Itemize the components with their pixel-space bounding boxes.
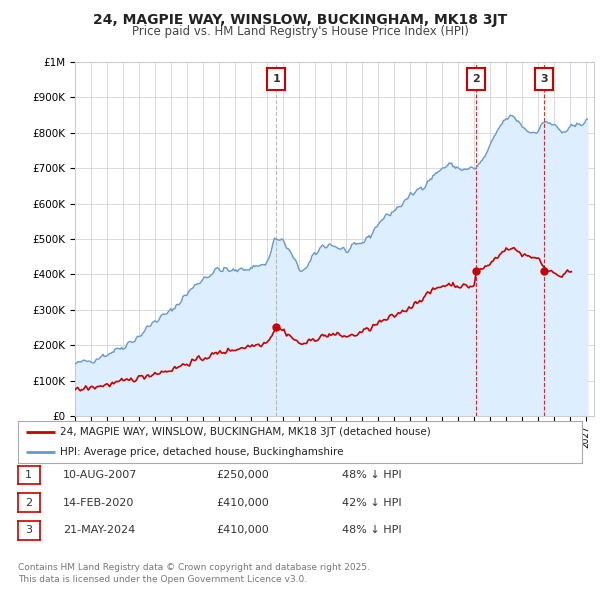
Text: 48% ↓ HPI: 48% ↓ HPI — [342, 470, 401, 480]
Text: £410,000: £410,000 — [216, 526, 269, 535]
Text: 10-AUG-2007: 10-AUG-2007 — [63, 470, 137, 480]
Text: £250,000: £250,000 — [216, 470, 269, 480]
Text: 3: 3 — [25, 526, 32, 535]
Text: 2: 2 — [25, 498, 32, 507]
Text: 42% ↓ HPI: 42% ↓ HPI — [342, 498, 401, 507]
Text: £410,000: £410,000 — [216, 498, 269, 507]
Text: 24, MAGPIE WAY, WINSLOW, BUCKINGHAM, MK18 3JT: 24, MAGPIE WAY, WINSLOW, BUCKINGHAM, MK1… — [93, 13, 507, 27]
Text: 21-MAY-2024: 21-MAY-2024 — [63, 526, 135, 535]
Text: 14-FEB-2020: 14-FEB-2020 — [63, 498, 134, 507]
Text: 2: 2 — [472, 74, 480, 84]
Text: Price paid vs. HM Land Registry's House Price Index (HPI): Price paid vs. HM Land Registry's House … — [131, 25, 469, 38]
Text: 24, MAGPIE WAY, WINSLOW, BUCKINGHAM, MK18 3JT (detached house): 24, MAGPIE WAY, WINSLOW, BUCKINGHAM, MK1… — [60, 427, 431, 437]
Text: Contains HM Land Registry data © Crown copyright and database right 2025.
This d: Contains HM Land Registry data © Crown c… — [18, 563, 370, 584]
Text: 1: 1 — [272, 74, 280, 84]
Text: HPI: Average price, detached house, Buckinghamshire: HPI: Average price, detached house, Buck… — [60, 447, 344, 457]
Text: 3: 3 — [541, 74, 548, 84]
Text: 48% ↓ HPI: 48% ↓ HPI — [342, 526, 401, 535]
Text: 1: 1 — [25, 470, 32, 480]
